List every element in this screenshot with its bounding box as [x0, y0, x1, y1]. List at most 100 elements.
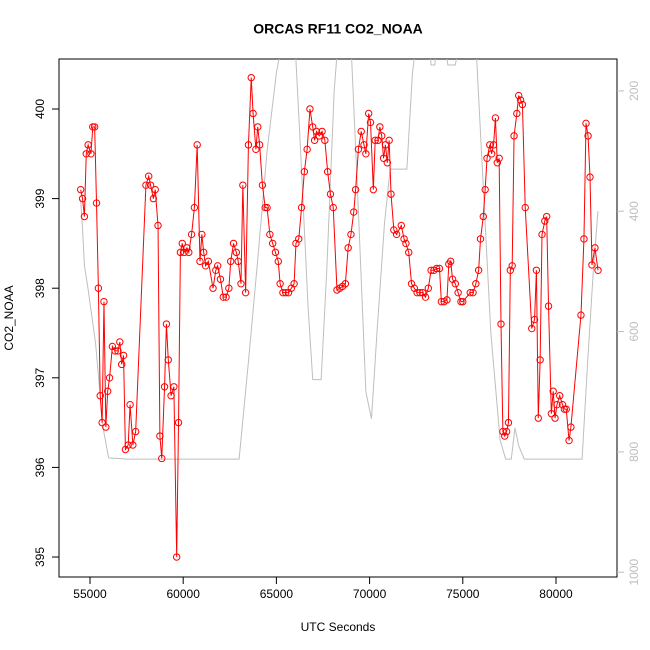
y2-tick-label: 400 [627, 201, 641, 221]
data-point [364, 109, 373, 118]
data-point [154, 221, 162, 230]
data-point [164, 356, 172, 364]
y-axis-title: CO2_NOAA [2, 285, 16, 350]
data-point [553, 400, 561, 409]
data-point [515, 91, 523, 100]
x-tick-label: 55000 [73, 587, 107, 601]
data-point [117, 360, 126, 369]
data-point [190, 203, 199, 212]
data-point [90, 123, 99, 131]
data-point [562, 405, 570, 413]
data-point [323, 168, 332, 176]
data-point [326, 190, 335, 198]
y2-tick-label: 800 [627, 442, 641, 462]
data-point [459, 297, 467, 306]
data-point [193, 141, 201, 149]
data-point [297, 203, 306, 212]
data-point [551, 414, 559, 422]
y2-tick-label: 200 [627, 81, 641, 101]
data-point [516, 96, 525, 104]
data-point [513, 109, 521, 118]
data-point [588, 261, 596, 269]
data-point [310, 136, 319, 145]
data-point [504, 418, 513, 427]
data-point [119, 351, 128, 360]
data-point [225, 284, 233, 292]
data-point [487, 150, 496, 158]
data-point [209, 284, 217, 292]
data-point [446, 257, 455, 266]
data-point [472, 280, 480, 288]
data-point [84, 141, 92, 149]
data-point [282, 288, 290, 297]
y2-tick-label: 1000 [627, 559, 641, 586]
data-point [247, 73, 255, 82]
y-tick-label: 398 [33, 278, 47, 298]
data-point [196, 257, 204, 266]
data-point [532, 266, 541, 274]
data-point [329, 203, 337, 212]
data-point [544, 302, 553, 310]
data-point [145, 172, 153, 180]
data-point [344, 244, 352, 252]
data-point [263, 203, 271, 212]
data-point [158, 454, 166, 463]
data-point [172, 553, 181, 561]
data-point [466, 288, 474, 297]
data-point [565, 436, 573, 445]
data-point [357, 127, 365, 136]
data-point [266, 230, 274, 239]
data-point [443, 296, 451, 304]
data-point [176, 248, 185, 257]
data-point [268, 239, 277, 248]
data-point [542, 212, 551, 221]
chart-title: ORCAS RF11 CO2_NOAA [253, 21, 423, 37]
data-point [167, 392, 175, 400]
data-point [200, 248, 208, 257]
data-point [369, 185, 378, 194]
data-point [536, 356, 544, 364]
data-point [479, 212, 487, 221]
data-point [89, 123, 97, 131]
data-point [481, 185, 489, 194]
data-point [178, 239, 186, 248]
data-point [252, 145, 260, 154]
data-point [469, 288, 477, 297]
data-point [451, 280, 460, 288]
data-point [212, 266, 220, 274]
data-point [78, 194, 87, 203]
data-point [241, 288, 250, 297]
data-point [216, 275, 225, 283]
data-point [124, 441, 132, 449]
y-tick-label: 396 [33, 457, 47, 477]
pressure-line [80, 59, 599, 460]
data-point [493, 159, 501, 167]
data-point [495, 154, 503, 162]
data-point [521, 203, 529, 212]
x-tick-label: 75000 [446, 587, 480, 601]
data-point [102, 423, 110, 431]
data-point [170, 383, 178, 391]
data-point [151, 185, 159, 194]
data-point [98, 418, 106, 427]
data-point [198, 230, 206, 239]
data-point [556, 392, 564, 400]
data-point [530, 315, 539, 324]
data-point [76, 185, 85, 194]
data-point [350, 208, 358, 216]
data-point [547, 409, 556, 418]
data-point [142, 181, 150, 189]
data-point [424, 284, 433, 292]
data-point [227, 257, 235, 266]
data-point [379, 154, 388, 162]
data-point [538, 230, 546, 239]
data-point [366, 118, 375, 127]
data-point [204, 257, 213, 266]
data-point [156, 432, 164, 440]
data-point [254, 123, 262, 131]
data-point [405, 248, 413, 257]
data-point [501, 432, 509, 440]
data-point [518, 100, 527, 109]
data-point [413, 288, 421, 297]
data-point [213, 262, 222, 270]
